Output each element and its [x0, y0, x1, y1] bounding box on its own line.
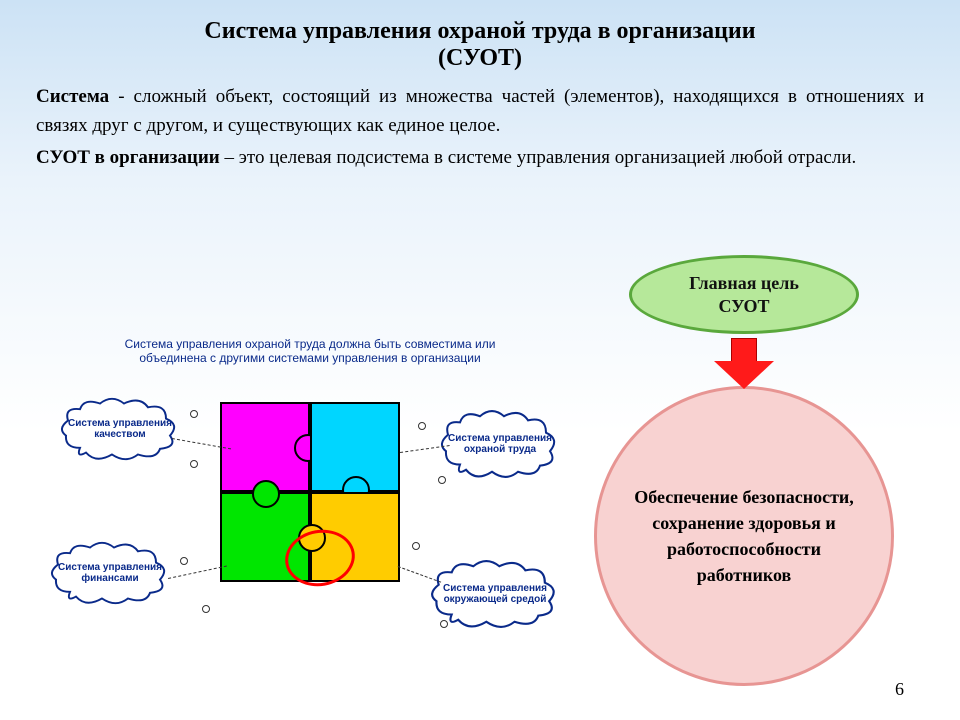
connector-dot-icon — [180, 557, 188, 565]
title-line-2: (СУОТ) — [438, 45, 522, 71]
slide-title: Система управления охраной труда в орган… — [0, 0, 960, 78]
goal-diagram: Главная цель СУОТ Обеспечение безопаснос… — [564, 255, 924, 686]
goal-ellipse: Главная цель СУОТ — [629, 255, 859, 334]
puzzle-diagram: Система управления охраной труда должна … — [40, 310, 560, 710]
definition-suot: СУОТ в организации – это целевая подсист… — [36, 143, 924, 172]
connector-dot-icon — [190, 460, 198, 468]
connector-dot-icon — [190, 410, 198, 418]
cloud-finance: Система управления финансами — [50, 540, 170, 606]
definition-system: Система - сложный объект, состоящий из м… — [36, 82, 924, 141]
down-arrow-icon — [714, 338, 774, 392]
goal-circle-text: Обеспечение безопасности, сохранение здо… — [627, 484, 861, 588]
def1-body: - сложный объект, состоящий из множества… — [36, 86, 924, 136]
puzzle-piece-tl — [220, 402, 310, 492]
connector-dot-icon — [202, 605, 210, 613]
def2-body: – это целевая подсистема в системе управ… — [220, 147, 857, 168]
goal-line-1: Главная цель — [689, 273, 799, 293]
cloud-env: Система управления окружающей средой — [430, 558, 560, 630]
goal-circle: Обеспечение безопасности, сохранение здо… — [594, 386, 894, 686]
goal-line-2: СУОТ — [718, 296, 769, 316]
page-number: 6 — [895, 679, 904, 700]
connector-line — [168, 566, 227, 579]
def2-term: СУОТ в организации — [36, 147, 220, 168]
connector-dot-icon — [438, 476, 446, 484]
cloud-ohs: Система управления охраной труда — [440, 408, 560, 480]
cloud-quality: Система управления качеством — [60, 396, 180, 462]
connector-dot-icon — [418, 422, 426, 430]
puzzle-caption: Система управления охраной труда должна … — [120, 338, 500, 366]
connector-dot-icon — [440, 620, 448, 628]
definitions: Система - сложный объект, состоящий из м… — [0, 78, 960, 172]
puzzle-piece-tr — [310, 402, 400, 492]
title-line-1: Система управления охраной труда в орган… — [204, 18, 755, 44]
connector-dot-icon — [412, 542, 420, 550]
def1-term: Система — [36, 86, 109, 107]
